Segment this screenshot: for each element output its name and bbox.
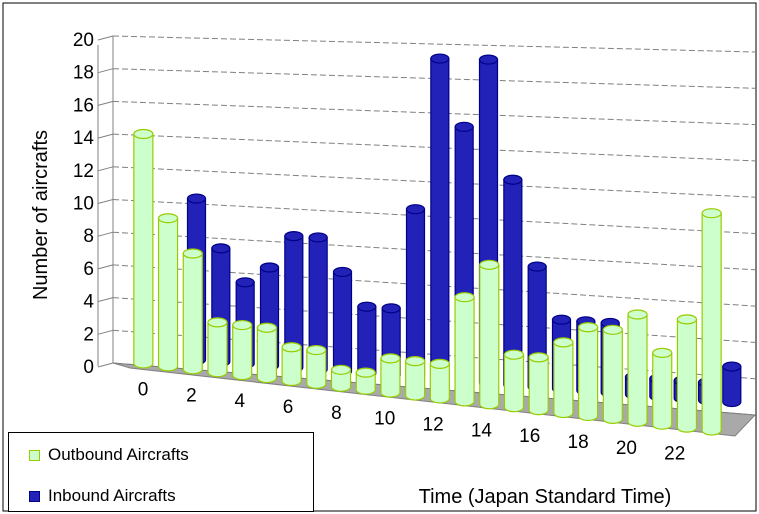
bar-inbound [405,204,426,383]
gridline [112,100,756,126]
x-axis-title: Time (Japan Standard Time) [419,486,672,508]
y-tick-label: 8 [83,226,94,247]
bar-outbound [429,358,450,404]
bar-outbound [701,208,722,436]
ytick-connector [97,297,114,303]
x-tick-label: 2 [186,385,197,406]
y-tick-label: 14 [73,128,95,149]
bar-outbound [479,259,500,410]
bar-inbound [332,266,353,377]
ytick-connector [97,264,114,270]
bar-outbound [207,317,228,378]
y-tick-label: 2 [83,324,94,345]
gridline [112,68,756,89]
y-tick-label: 4 [83,292,94,313]
bar-outbound [578,322,599,422]
legend-item-outbound: Outbound Aircrafts [29,445,189,465]
bar-outbound [627,309,648,427]
ytick-connector [97,362,114,368]
bar-outbound [306,344,327,389]
x-tick-label: 10 [374,409,395,430]
gridline [112,35,756,53]
x-tick-label: 12 [423,414,444,435]
gridline [112,329,756,380]
bar-outbound [676,314,698,433]
bar-inbound [722,361,742,408]
x-tick-label: 6 [283,397,294,418]
gridline [112,297,756,343]
bar-outbound [330,364,352,392]
ytick-connector [97,329,114,335]
y-tick-label: 0 [83,357,94,378]
gridline [112,133,756,162]
gridline [112,264,756,307]
x-tick-label: 4 [234,391,245,412]
bar-inbound [430,53,450,385]
bar-outbound [528,352,549,416]
bar-outbound [503,349,525,413]
x-tick-label: 8 [331,403,342,424]
ytick-connector [97,133,114,139]
bar-outbound [380,353,401,398]
ytick-connector [97,35,114,41]
legend-item-inbound: Inbound Aircrafts [29,486,176,506]
legend-label-outbound: Outbound Aircrafts [48,445,189,464]
bar-outbound [454,292,475,407]
x-tick-label: 22 [664,444,685,465]
x-tick-label: 0 [138,379,149,400]
legend-swatch-inbound [29,490,40,502]
ytick-connector [97,166,114,172]
y-tick-label: 12 [73,161,94,182]
bar-outbound [602,324,623,424]
y-tick-label: 20 [73,30,94,51]
legend: Outbound Aircrafts Inbound Aircrafts [8,432,314,512]
y-tick-label: 18 [73,63,94,84]
bar-outbound [157,213,179,372]
y-tick-label: 6 [83,259,94,280]
bar-outbound [182,248,203,375]
legend-label-inbound: Inbound Aircrafts [48,486,176,505]
gridline [112,231,756,271]
gridline [112,166,756,198]
bar-outbound [652,347,673,430]
bar-outbound [405,356,426,401]
y-tick-label: 10 [73,194,94,215]
bar-outbound [355,367,376,395]
x-tick-label: 20 [616,438,637,459]
x-tick-label: 16 [519,426,540,447]
bar-outbound [232,319,253,381]
x-tick-label: 14 [471,420,493,441]
bar-outbound [133,128,154,369]
gridline [112,199,756,234]
y-tick-label: 16 [73,95,94,116]
legend-swatch-outbound [29,449,40,461]
ytick-connector [97,199,114,204]
bar-outbound [281,342,302,387]
bar-inbound [357,301,377,379]
bar-outbound [256,322,277,384]
x-tick-label: 18 [568,432,589,453]
ytick-connector [97,100,114,106]
ytick-connector [97,231,114,237]
ytick-connector [97,68,114,74]
bar-outbound [553,337,574,419]
y-axis-title: Number of aircrafts [30,130,52,300]
